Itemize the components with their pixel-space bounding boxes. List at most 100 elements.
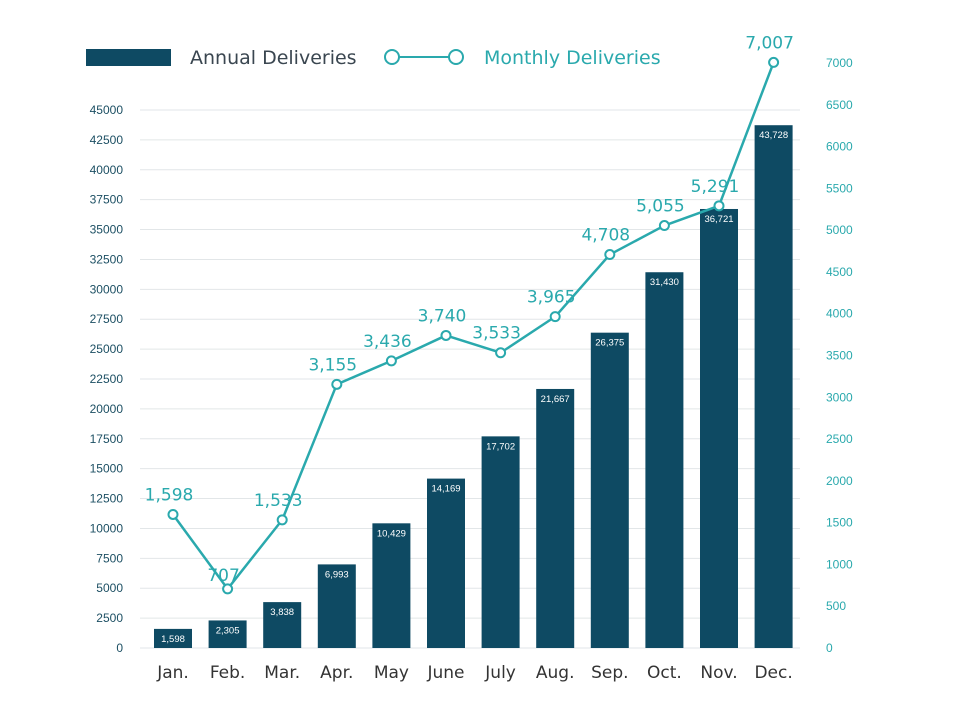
line-value-label: 3,965 bbox=[527, 288, 576, 308]
left-axis-tick-label: 0 bbox=[116, 641, 123, 655]
left-axis-tick-label: 45000 bbox=[90, 103, 124, 117]
bar-value-label: 10,429 bbox=[377, 528, 406, 539]
line-point bbox=[549, 311, 561, 323]
left-axis-tick-label: 5000 bbox=[96, 581, 123, 595]
bar-value-label: 17,702 bbox=[486, 441, 515, 452]
right-axis-tick-label: 0 bbox=[826, 641, 833, 655]
right-axis-tick-label: 2500 bbox=[826, 432, 853, 446]
bar bbox=[754, 125, 793, 649]
left-axis-tick-label: 30000 bbox=[90, 282, 124, 296]
monthly-deliveries-line bbox=[171, 61, 775, 591]
left-axis-tick-label: 27500 bbox=[90, 312, 124, 326]
left-axis: 0 2500 5000 7500 10000 12500 15000 17500 20000 22… bbox=[90, 103, 124, 655]
bar-value-label: 6,993 bbox=[325, 569, 349, 580]
x-axis-category-label: Aug. bbox=[536, 663, 575, 683]
bar-value-label: 21,667 bbox=[541, 394, 570, 405]
bar-value-label: 31,430 bbox=[650, 277, 679, 288]
left-axis-tick-label: 40000 bbox=[90, 163, 124, 177]
right-axis-tick-label: 7000 bbox=[826, 56, 853, 70]
bar-value-label: 3,838 bbox=[270, 607, 294, 618]
left-axis-tick-label: 22500 bbox=[90, 372, 124, 386]
line-point bbox=[604, 249, 616, 261]
right-axis-tick-label: 5000 bbox=[826, 223, 853, 237]
line-value-label: 7,007 bbox=[745, 33, 794, 53]
bar-value-label: 43,728 bbox=[759, 130, 788, 141]
right-axis-tick-label: 4500 bbox=[826, 265, 853, 279]
line-value-label: 1,533 bbox=[254, 491, 303, 511]
right-axis-tick-label: 5500 bbox=[826, 181, 853, 195]
legend-swatch-annual bbox=[86, 49, 171, 66]
right-axis-tick-label: 1500 bbox=[826, 516, 853, 530]
line-point bbox=[768, 56, 780, 68]
x-axis-category-label: Mar. bbox=[264, 663, 300, 683]
bar bbox=[208, 620, 247, 648]
line-point bbox=[276, 514, 288, 526]
right-axis-tick-label: 6500 bbox=[826, 98, 853, 112]
line-point bbox=[222, 583, 234, 595]
legend: Annual Deliveries Monthly Deliveries bbox=[86, 47, 661, 69]
bar bbox=[263, 602, 302, 648]
x-axis-category-label: July bbox=[484, 663, 516, 683]
bar bbox=[317, 564, 356, 648]
left-axis-tick-label: 12500 bbox=[90, 492, 124, 506]
left-axis-tick-label: 20000 bbox=[90, 402, 124, 416]
right-axis-tick-label: 3000 bbox=[826, 390, 853, 404]
gridlines bbox=[140, 109, 800, 649]
line-point bbox=[713, 200, 725, 212]
line-value-label: 3,436 bbox=[363, 332, 412, 352]
x-axis-category-label: Sep. bbox=[591, 663, 628, 683]
line-value-label: 707 bbox=[207, 566, 239, 586]
x-axis-category-label: Oct. bbox=[647, 663, 682, 683]
line-value-label: 5,291 bbox=[691, 177, 740, 197]
line-point bbox=[440, 329, 452, 341]
line-value-label: 3,533 bbox=[472, 324, 521, 344]
bar bbox=[590, 332, 629, 648]
bar bbox=[372, 523, 411, 648]
x-axis-category-label: Feb. bbox=[210, 663, 246, 683]
x-axis-category-label: Jan. bbox=[156, 663, 189, 683]
right-axis-tick-label: 2000 bbox=[826, 474, 853, 488]
line-point bbox=[658, 220, 670, 232]
line-value-label: 3,740 bbox=[418, 306, 467, 326]
line-value-label: 1,598 bbox=[145, 485, 194, 505]
line-value-label: 3,155 bbox=[308, 355, 357, 375]
bar bbox=[427, 478, 465, 648]
bar-value-label: 1,598 bbox=[161, 634, 185, 645]
bar bbox=[481, 436, 520, 648]
left-axis-tick-label: 2500 bbox=[96, 611, 123, 625]
line-value-label: 4,708 bbox=[581, 226, 630, 246]
right-axis-tick-label: 4000 bbox=[826, 307, 853, 321]
legend-label-annual: Annual Deliveries bbox=[190, 47, 357, 69]
bar-value-label: 36,721 bbox=[704, 214, 733, 225]
bar bbox=[645, 272, 684, 648]
legend-marker-monthly bbox=[448, 49, 464, 65]
x-axis-category-label: Dec. bbox=[754, 663, 792, 683]
bar bbox=[700, 208, 738, 648]
line-point bbox=[331, 378, 343, 390]
right-axis: 0 500 1000 1500 2000 2500 3000 3500 4000 4500 5000… bbox=[826, 56, 853, 655]
bar bbox=[536, 388, 575, 648]
bar-value-label: 14,169 bbox=[431, 484, 460, 495]
bars: 1,598 2,305 3,838 6,993 10,429 14,169 17,702 21… bbox=[154, 125, 793, 649]
x-axis-category-label: Nov. bbox=[700, 663, 737, 683]
left-axis-tick-label: 37500 bbox=[90, 193, 124, 207]
right-axis-tick-label: 1000 bbox=[826, 557, 853, 571]
line-point bbox=[385, 355, 397, 367]
left-axis-tick-label: 15000 bbox=[90, 462, 124, 476]
left-axis-tick-label: 25000 bbox=[90, 342, 124, 356]
right-axis-tick-label: 3500 bbox=[826, 349, 853, 363]
line-value-label: 5,055 bbox=[636, 197, 685, 217]
left-axis-tick-label: 32500 bbox=[90, 252, 124, 266]
bar-value-label: 26,375 bbox=[595, 338, 624, 349]
left-axis-tick-label: 42500 bbox=[90, 133, 124, 147]
left-axis-tick-label: 10000 bbox=[90, 521, 124, 535]
line-point bbox=[495, 347, 507, 359]
line-point bbox=[167, 508, 179, 520]
legend-label-monthly: Monthly Deliveries bbox=[484, 47, 661, 69]
right-axis-tick-label: 6000 bbox=[826, 140, 853, 154]
x-axis-category-label: May bbox=[374, 663, 409, 683]
x-axis-category-label: June bbox=[426, 663, 464, 683]
bar bbox=[154, 628, 192, 648]
